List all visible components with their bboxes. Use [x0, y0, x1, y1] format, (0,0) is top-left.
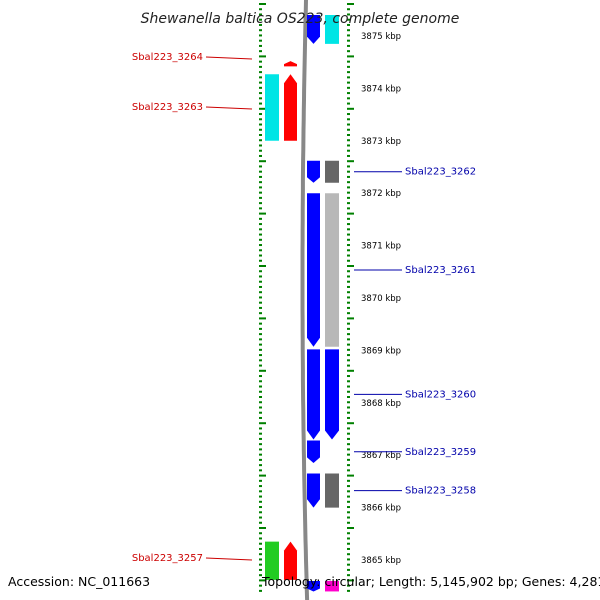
scale-label: 3874 kbp [361, 84, 401, 94]
cds-arrow [284, 61, 297, 67]
track-block [325, 473, 339, 508]
map-title: Shewanella baltica OS223, complete genom… [141, 11, 460, 27]
track-block [325, 580, 339, 592]
scale-label: 3873 kbp [361, 137, 401, 147]
scale-label: 3865 kbp [361, 556, 401, 566]
label-leader-line [205, 106, 253, 110]
gene-features-layer [265, 15, 339, 592]
topology-text: Topology: circular; Length: 5,145,902 bp… [261, 574, 600, 589]
gene-label: Sbal223_3259 [405, 447, 476, 458]
scale-label: 3867 kbp [361, 451, 401, 461]
track-block [325, 15, 339, 44]
scale-label: 3871 kbp [361, 242, 401, 252]
track-block [265, 74, 279, 141]
gene-label: Sbal223_3258 [405, 486, 476, 497]
gene-labels-layer: Sbal223_3264 Sbal223_3263 Sbal223_3262 Sbal… [132, 52, 476, 564]
accession-text: Accession: NC_011663 [8, 574, 150, 589]
gene-label: Sbal223_3262 [405, 167, 476, 178]
gene-label: Sbal223_3260 [405, 389, 476, 400]
cds-arrow [307, 193, 320, 347]
label-leader-line [205, 557, 253, 561]
scale-label: 3870 kbp [361, 294, 401, 304]
scale-label: 3875 kbp [361, 32, 401, 42]
genome-backbone [300, 0, 310, 600]
cds-arrow [307, 15, 320, 44]
cds-arrow [307, 160, 320, 183]
gene-label: Sbal223_3263 [132, 102, 203, 113]
track-block [325, 160, 339, 183]
cds-arrow [284, 74, 297, 141]
track-block [325, 193, 339, 347]
gene-label: Sbal223_3257 [132, 553, 203, 564]
cds-arrow [307, 580, 320, 592]
scale-labels-layer: 3865 kbp 3866 kbp 3867 kbp 3868 kbp 3869 kbp… [361, 32, 401, 566]
scale-label: 3869 kbp [361, 346, 401, 356]
cds-arrow [307, 440, 320, 464]
scale-label: 3868 kbp [361, 399, 401, 409]
gene-label: Sbal223_3261 [405, 265, 476, 276]
track-block [325, 349, 339, 440]
cds-arrow [284, 541, 297, 580]
cds-arrow [307, 473, 320, 508]
track-block [265, 541, 279, 580]
tick-marks-layer [259, 3, 354, 592]
label-leader-line [205, 56, 253, 60]
gene-label: Sbal223_3264 [132, 52, 203, 63]
scale-label: 3866 kbp [361, 504, 401, 514]
scale-label: 3872 kbp [361, 189, 401, 199]
cds-arrow [307, 349, 320, 440]
